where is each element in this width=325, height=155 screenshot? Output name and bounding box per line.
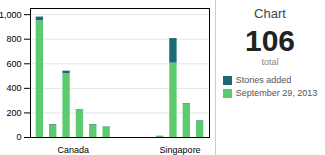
svg-text:600: 600 xyxy=(6,59,21,69)
svg-text:Singapore: Singapore xyxy=(160,145,201,155)
svg-text:800: 800 xyxy=(6,34,21,44)
html-text:Chart: Chart xyxy=(254,6,286,21)
svg-text:400: 400 xyxy=(6,83,21,93)
html-text:total: total xyxy=(261,57,279,67)
svg-text:200: 200 xyxy=(6,108,21,118)
html-text:106: 106 xyxy=(245,24,295,57)
html-text:September 29, 2013: September 29, 2013 xyxy=(235,88,318,99)
html-text:Stories added: Stories added xyxy=(235,75,292,85)
svg-text:Canada: Canada xyxy=(57,145,89,155)
svg-text:1,000: 1,000 xyxy=(0,10,22,20)
svg-text:0: 0 xyxy=(16,132,21,142)
